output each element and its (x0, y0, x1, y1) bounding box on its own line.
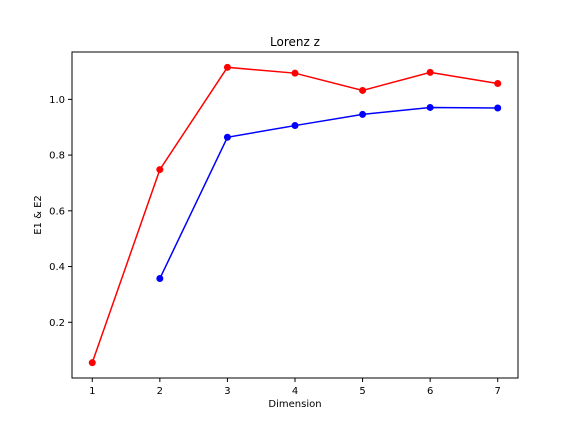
series-1-point (88, 359, 96, 367)
y-tick-label: 0.2 (49, 318, 65, 329)
series-1-point (494, 79, 502, 87)
series-2-point (359, 110, 367, 118)
x-tick-label: 1 (89, 386, 95, 397)
x-tick-label: 4 (292, 386, 298, 397)
y-tick-label: 0.4 (49, 262, 65, 273)
series-layer (88, 63, 502, 367)
x-tick-label: 7 (495, 386, 501, 397)
series-1-point (223, 63, 231, 71)
series-2-line (159, 106, 498, 279)
y-tick-label: 1.0 (49, 95, 65, 106)
series-2-point (291, 122, 299, 130)
series-2-point (223, 133, 231, 141)
plot-frame (71, 51, 519, 379)
series-2-point (156, 275, 164, 283)
series-2-point (426, 103, 434, 111)
series-2-point (494, 104, 502, 112)
series-1-point (156, 166, 164, 174)
ticks-layer: 1 2 3 4 5 6 7 0.2 0.4 0.6 0.8 1.0 (49, 95, 501, 397)
x-tick-label: 2 (157, 386, 163, 397)
y-tick-label: 0.8 (49, 151, 65, 162)
y-axis-label: E1 & E2 (33, 195, 44, 235)
series-1-point (359, 86, 367, 94)
x-tick-label: 5 (359, 386, 365, 397)
series-1-point (426, 68, 434, 76)
series-1-point (291, 69, 299, 77)
chart-title: Lorenz z (270, 35, 320, 49)
x-axis-label: Dimension (268, 399, 321, 410)
y-tick-label: 0.6 (49, 206, 65, 217)
x-tick-label: 3 (224, 386, 230, 397)
x-tick-label: 6 (427, 386, 433, 397)
